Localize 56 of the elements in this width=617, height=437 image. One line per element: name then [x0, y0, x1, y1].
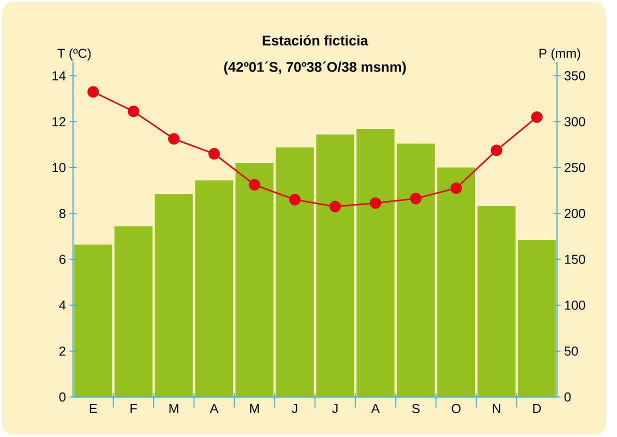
bar — [276, 147, 314, 397]
point — [87, 86, 99, 98]
x-tick-label: A — [210, 404, 218, 413]
point — [329, 200, 341, 212]
y-tick-label: 8 — [59, 208, 66, 218]
x-tick-label: J — [332, 404, 338, 414]
y2-tick-label: 250 — [564, 162, 586, 172]
bar — [316, 134, 354, 397]
y-tick-label: 2 — [59, 346, 66, 356]
x-tick-label: M — [170, 404, 178, 413]
x-tick-label: F — [130, 404, 137, 413]
point — [410, 192, 422, 204]
bar — [518, 240, 556, 397]
y2-tick-label: 200 — [564, 208, 586, 218]
point — [370, 197, 382, 209]
x-tick-label: O — [452, 404, 461, 414]
point — [128, 106, 140, 118]
y2-tick-label: 0 — [564, 392, 571, 402]
y2-tick-label: 300 — [564, 117, 586, 126]
bar — [74, 244, 112, 397]
x-tick-label: S — [412, 404, 420, 414]
bar — [437, 168, 476, 397]
point — [531, 111, 543, 123]
y2-axis-title: P (mm) — [540, 48, 580, 60]
y2-tick-label: 150 — [564, 254, 586, 264]
point — [450, 182, 462, 194]
x-tick-label: D — [533, 404, 541, 413]
x-tick-label: M — [250, 404, 259, 413]
chart-subtitle: (42º01´S, 70º38´O/38 msnm) — [224, 62, 406, 75]
y-tick-label: 12 — [52, 117, 66, 126]
x-tick-label: J — [292, 404, 298, 414]
point — [248, 179, 260, 191]
point — [490, 144, 502, 156]
bar — [195, 180, 234, 397]
y-tick-label: 6 — [59, 254, 66, 264]
y-tick-label: 14 — [52, 71, 66, 80]
point — [208, 148, 220, 160]
y2-tick-label: 350 — [564, 71, 586, 80]
y-tick-label: 0 — [59, 392, 66, 402]
point — [289, 194, 301, 206]
bar — [396, 144, 435, 397]
bar — [236, 162, 274, 397]
x-tick-label: E — [90, 404, 97, 413]
y2-tick-label: 100 — [564, 300, 586, 310]
point — [168, 133, 180, 145]
x-tick-label: N — [492, 404, 500, 413]
x-tick-label: A — [371, 404, 380, 413]
bar — [154, 194, 193, 397]
bar — [114, 226, 152, 397]
bar — [356, 128, 395, 397]
y-tick-label: 4 — [59, 300, 66, 310]
y-tick-label: 10 — [52, 162, 66, 172]
y2-tick-label: 50 — [564, 346, 578, 356]
y-axis-title: T (ºC) — [58, 48, 91, 60]
bar — [478, 206, 516, 397]
chart-title: Estación ficticia — [262, 35, 368, 46]
